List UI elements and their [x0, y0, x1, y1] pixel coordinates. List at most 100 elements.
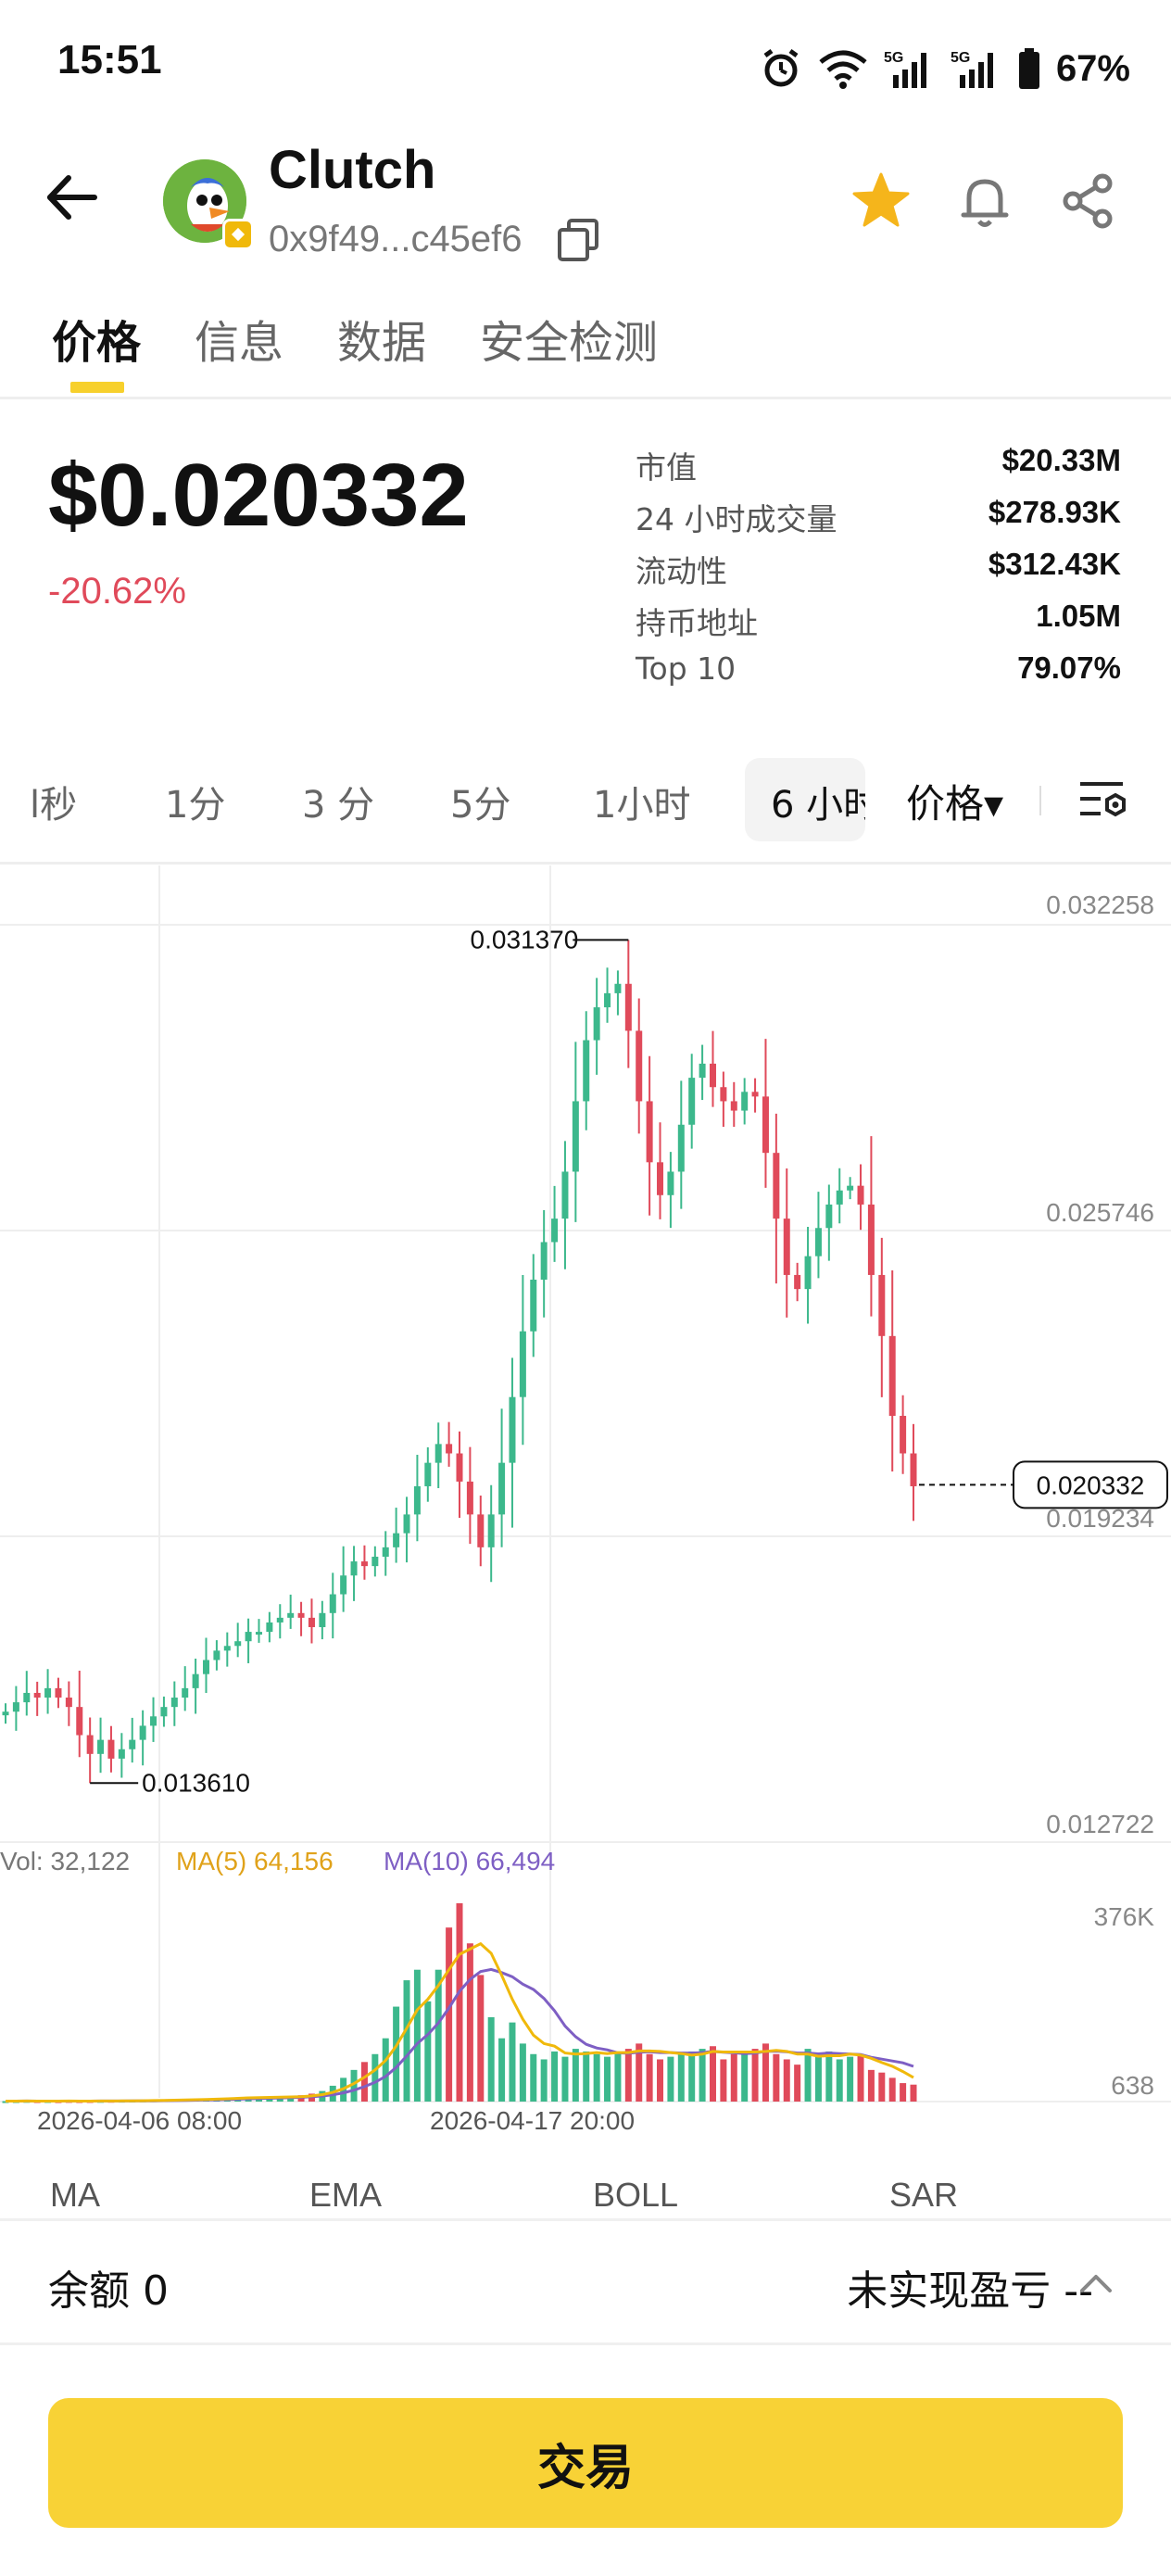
alert-button[interactable]	[952, 169, 1017, 234]
copy-icon	[558, 219, 598, 261]
favorite-button[interactable]	[849, 169, 913, 234]
volume-bar	[530, 2053, 537, 2102]
chart-type-dropdown[interactable]: 价格▾	[906, 781, 1004, 827]
back-button[interactable]	[41, 165, 106, 230]
volume-bar	[403, 1980, 410, 2102]
candle-body	[266, 1622, 273, 1633]
indicator-ema[interactable]: EMA	[309, 2176, 383, 2214]
volume-bar	[572, 2049, 579, 2102]
tab-info[interactable]: 信息	[195, 317, 284, 369]
volume-bar	[730, 2053, 737, 2102]
volume-bar	[509, 2022, 516, 2102]
interval-1h[interactable]: 1小时	[593, 784, 691, 827]
tab-data[interactable]: 数据	[337, 317, 427, 369]
candlestick-series	[2, 940, 917, 1784]
volume-y-tick-label: 376K	[1094, 1902, 1155, 1931]
volume-bar	[762, 2043, 769, 2102]
interval-3m[interactable]: 3 分	[302, 784, 375, 827]
candle-body	[44, 1687, 52, 1698]
balance-label: 余额 0	[48, 2267, 169, 2315]
stat-value-holders: 1.05M	[1036, 599, 1121, 633]
tab-price[interactable]: 价格	[52, 317, 142, 369]
chart-settings-button[interactable]	[1075, 773, 1130, 828]
volume-bar	[720, 2059, 727, 2102]
candle-body	[783, 1219, 790, 1275]
candle-body	[255, 1632, 262, 1635]
candle-body	[223, 1646, 231, 1651]
volume-bar	[350, 2069, 358, 2102]
volume-bar	[424, 2001, 432, 2102]
volume-bar	[847, 2056, 854, 2102]
candle-body	[413, 1485, 421, 1515]
candle-body	[530, 1280, 537, 1332]
candle-body	[403, 1514, 410, 1534]
battery-icon	[1018, 48, 1039, 89]
stat-label-liquidity: 流动性	[636, 553, 727, 589]
volume-ma5-label: MA(5) 64,156	[176, 1847, 334, 1875]
price-chart[interactable]: 0.032258 0.025746 0.019234 0.012722 0.03…	[0, 865, 1171, 2144]
stat-value-24h-volume: $278.93K	[988, 495, 1121, 529]
volume-bar	[413, 1969, 421, 2102]
candle-body	[55, 1687, 62, 1698]
status-time: 15:51	[57, 37, 162, 82]
stat-label-market-cap: 市值	[636, 449, 697, 486]
volume-bar	[657, 2059, 664, 2102]
svg-text:5G: 5G	[951, 50, 970, 66]
candle-body	[604, 992, 611, 1008]
y-tick-label: 0.032258	[1046, 890, 1154, 919]
signal-5g-icon: 5G	[884, 50, 926, 88]
share-button[interactable]	[1056, 169, 1121, 234]
trade-button[interactable]: 交易	[48, 2398, 1123, 2528]
candle-body	[329, 1594, 336, 1613]
candle-body	[382, 1547, 389, 1557]
stat-label-24h-volume: 24 小时成交量	[636, 501, 837, 537]
volume-bar	[751, 2049, 759, 2102]
candle-body	[593, 1007, 600, 1041]
candle-body	[182, 1687, 189, 1698]
candle-body	[825, 1204, 833, 1229]
candle-body	[677, 1124, 685, 1172]
candle-body	[857, 1185, 864, 1205]
volume-bar	[636, 2043, 643, 2102]
candle-body	[498, 1462, 506, 1515]
x-tick-label: 2026-04-06 08:00	[37, 2106, 242, 2135]
x-tick-label: 2026-04-17 20:00	[430, 2106, 635, 2135]
candle-body	[720, 1087, 727, 1102]
volume-bar	[614, 2051, 622, 2102]
candle-body	[540, 1242, 548, 1281]
candle-body	[836, 1190, 843, 1205]
interval-6h[interactable]: 6 小时	[745, 758, 865, 841]
indicator-sar[interactable]: SAR	[889, 2176, 959, 2214]
interval-6h-label: 6 小时	[771, 784, 865, 827]
candle-body	[276, 1617, 283, 1623]
volume-ma10-label: MA(10) 66,494	[384, 1847, 555, 1875]
candle-body	[129, 1739, 136, 1749]
candle-body	[509, 1396, 516, 1463]
candle-body	[646, 1101, 653, 1163]
star-icon	[852, 172, 910, 227]
volume-bar	[741, 2051, 749, 2102]
stat-label-holders: 持币地址	[636, 605, 758, 641]
expand-button[interactable]	[1075, 2265, 1117, 2302]
copy-address-button[interactable]	[556, 217, 602, 263]
tab-security[interactable]: 安全检测	[480, 317, 659, 369]
candle-body	[466, 1481, 473, 1515]
indicator-ma[interactable]: MA	[50, 2176, 100, 2214]
candle-body	[139, 1725, 146, 1740]
interval-5m[interactable]: 5分	[450, 784, 511, 827]
chevron-up-icon	[1080, 2275, 1112, 2292]
volume-bar	[498, 2038, 506, 2102]
interval-1s[interactable]: l秒	[30, 784, 78, 827]
volume-bar	[393, 2006, 400, 2102]
stat-label-top10: Top 10	[636, 650, 737, 687]
volume-bar	[466, 1943, 473, 2102]
candle-body	[910, 1453, 917, 1486]
volume-bar	[825, 2051, 833, 2102]
candle-body	[814, 1228, 822, 1256]
volume-bar	[456, 1903, 463, 2102]
interval-1m[interactable]: 1分	[165, 784, 226, 827]
candle-body	[741, 1092, 749, 1111]
indicator-boll[interactable]: BOLL	[593, 2176, 679, 2214]
svg-text:5G: 5G	[884, 50, 903, 66]
volume-bar	[857, 2053, 864, 2102]
